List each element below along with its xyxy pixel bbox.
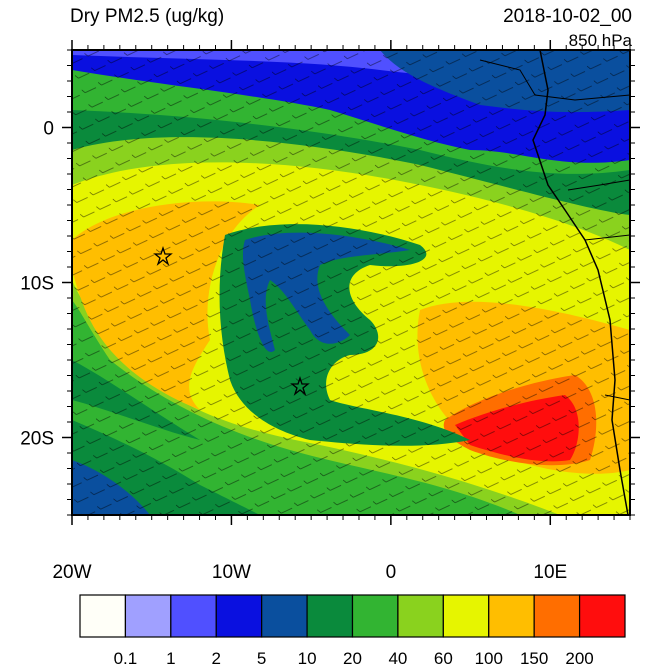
y-tick-label: 10S <box>20 274 54 295</box>
colorbar-label: 150 <box>520 649 548 667</box>
colorbar-box <box>397 594 444 638</box>
colorbar-box <box>306 594 354 638</box>
colorbar-label: 2 <box>212 649 221 667</box>
x-tick-label: 0 <box>386 562 397 583</box>
x-tick-label: 10W <box>212 562 251 583</box>
colorbar-box <box>488 594 535 638</box>
colorbar-box <box>442 594 490 638</box>
level-label: 850 hPa <box>569 31 633 50</box>
marker-star <box>153 245 173 266</box>
x-tick-label: 10E <box>533 562 567 583</box>
title: Dry PM2.5 (ug/kg) <box>70 6 224 27</box>
colorbar-label: 1 <box>166 649 175 667</box>
colorbar-box <box>79 594 127 638</box>
colorbar-box <box>261 594 308 638</box>
time-label: 2018-10-02_00 <box>503 6 632 27</box>
colorbar-label: 20 <box>343 649 362 667</box>
wind-barbs <box>72 50 630 515</box>
y-tick-label: 0 <box>43 119 54 140</box>
colorbar-box <box>578 594 626 638</box>
colorbar-box <box>215 594 263 638</box>
y-tick-label: 20S <box>20 429 54 450</box>
colorbar-box <box>351 594 399 638</box>
colorbar: 0.1 1 2 5 10 20 40 60 100 150 200 <box>79 594 626 668</box>
colorbar-label: 60 <box>434 649 453 667</box>
colorbar-label: 5 <box>257 649 266 667</box>
colorbar-box <box>170 594 217 638</box>
colorbar-label: 40 <box>388 649 407 667</box>
colorbar-box <box>124 594 172 638</box>
marker-star <box>290 375 310 396</box>
colorbar-box <box>533 594 581 638</box>
colorbar-label: 100 <box>475 649 503 667</box>
coastline <box>479 50 630 515</box>
x-tick-label: 20W <box>52 562 91 583</box>
colorbar-label: 200 <box>565 649 593 667</box>
colorbar-label: 0.1 <box>114 649 138 667</box>
colorbar-label: 10 <box>298 649 317 667</box>
